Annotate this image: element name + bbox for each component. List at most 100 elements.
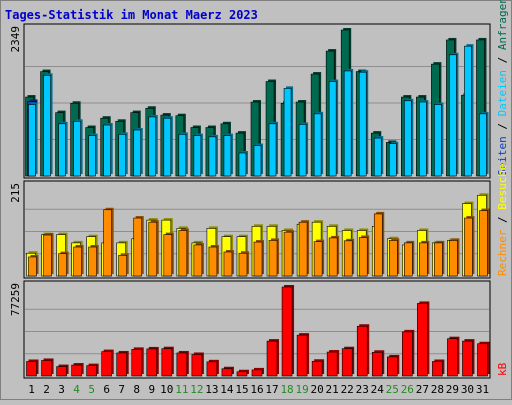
bar-dateien-2 xyxy=(43,73,53,177)
bar-rechner-17 xyxy=(268,238,280,277)
bar-dateien-25 xyxy=(388,141,399,177)
bar-rechner-9-face xyxy=(148,221,158,277)
x-tick-label: 9 xyxy=(148,383,155,396)
panel-3: 77259 kB xyxy=(9,280,509,379)
bar-kb-18-face xyxy=(281,286,293,377)
bar-dateien-6-face xyxy=(103,124,111,177)
x-tick-label: 26 xyxy=(401,383,414,396)
bar-kb-7 xyxy=(116,350,129,377)
bar-kb-10 xyxy=(161,346,174,377)
bar-kb-12-face xyxy=(191,354,203,377)
bar-dateien-29 xyxy=(449,52,459,177)
bar-dateien-8-face xyxy=(133,129,142,177)
bar-dateien-10-face xyxy=(163,117,172,177)
bar-kb-31-face xyxy=(477,343,488,377)
bar-kb-24 xyxy=(371,350,385,377)
bar-kb-14 xyxy=(221,366,234,377)
x-tick-label: 16 xyxy=(250,383,263,396)
bar-rechner-24-face xyxy=(373,213,383,277)
bar-rechner-18 xyxy=(283,230,295,277)
bar-rechner-19 xyxy=(298,220,310,277)
bar-kb-6-face xyxy=(101,351,112,377)
bar-rechner-29 xyxy=(449,238,460,277)
bar-kb-19-face xyxy=(296,334,308,377)
x-tick-label: 23 xyxy=(356,383,369,396)
bar-kb-27 xyxy=(417,301,430,377)
bar-dateien-5-face xyxy=(88,135,96,177)
bar-kb-23 xyxy=(356,324,370,377)
x-tick-label: 5 xyxy=(88,383,95,396)
bar-dateien-8 xyxy=(133,128,143,177)
bar-rechner-8-face xyxy=(133,217,143,277)
panel-3-legend-text: kB xyxy=(496,362,509,376)
bar-rechner-11 xyxy=(178,228,189,277)
bar-dateien-11 xyxy=(178,132,188,177)
x-tick-label: 27 xyxy=(416,383,429,396)
bar-dateien-12-face xyxy=(193,135,202,177)
bar-kb-9-face xyxy=(146,348,158,377)
bar-dateien-21-face xyxy=(328,81,337,177)
bar-kb-5 xyxy=(86,363,99,377)
bar-dateien-7 xyxy=(118,132,128,177)
bar-dateien-13-face xyxy=(208,136,217,177)
panel-2: 215 Rechner / Besuche xyxy=(9,163,509,279)
bar-kb-23-face xyxy=(356,325,368,377)
x-tick-label: 18 xyxy=(280,383,293,396)
bar-rechner-13-face xyxy=(208,246,218,277)
panel-1: 2349 Seiten / Dateien / Anfragen xyxy=(9,0,509,179)
bar-rechner-3-face xyxy=(58,253,67,277)
bar-rechner-28-face xyxy=(434,242,443,277)
bar-rechner-25 xyxy=(388,238,400,277)
x-tick-label: 2 xyxy=(43,383,50,396)
bar-kb-5-face xyxy=(86,365,97,377)
bar-dateien-9-face xyxy=(148,116,157,177)
bar-dateien-10 xyxy=(163,116,173,177)
bar-dateien-14-face xyxy=(223,135,232,177)
bar-dateien-17 xyxy=(268,121,279,177)
x-tick-label: 28 xyxy=(431,383,444,396)
x-tick-label: 31 xyxy=(476,383,489,396)
x-tick-label: 15 xyxy=(235,383,248,396)
x-tick-label: 25 xyxy=(386,383,399,396)
bar-rechner-16-face xyxy=(253,241,263,277)
bar-dateien-27 xyxy=(419,100,429,177)
bar-kb-8 xyxy=(131,347,144,377)
x-tick-label: 20 xyxy=(311,383,324,396)
bar-kb-15-face xyxy=(236,371,248,377)
bar-dateien-26-face xyxy=(404,100,412,177)
bar-rechner-6 xyxy=(103,207,114,277)
bar-rechner-15 xyxy=(238,251,249,277)
bar-kb-26-face xyxy=(402,331,413,377)
chart-title: Tages-Statistik im Monat Maerz 2023 xyxy=(5,8,258,22)
bar-dateien-12 xyxy=(193,133,203,177)
bar-rechner-28 xyxy=(434,240,445,277)
bar-dateien-17-face xyxy=(268,123,277,177)
bar-rechner-19-face xyxy=(298,221,308,277)
x-tick-label: 29 xyxy=(446,383,459,396)
x-tick-label: 6 xyxy=(103,383,110,396)
bar-kb-27-face xyxy=(417,303,428,377)
x-tick-label: 12 xyxy=(190,383,203,396)
bar-rechner-21-face xyxy=(328,237,338,277)
bar-rechner-24 xyxy=(373,211,385,277)
bar-rechner-22 xyxy=(343,238,355,277)
bar-kb-16-face xyxy=(251,369,263,377)
bar-kb-15 xyxy=(236,369,249,377)
bar-kb-31 xyxy=(477,341,490,377)
bar-rechner-25-face xyxy=(388,240,398,277)
bar-kb-3 xyxy=(56,364,69,377)
bar-dateien-20-face xyxy=(313,113,322,177)
bar-rechner-10-face xyxy=(163,234,173,277)
x-tick-label: 10 xyxy=(160,383,173,396)
bar-dateien-6 xyxy=(103,123,113,177)
bar-dateien-21 xyxy=(328,79,339,177)
bar-kb-21 xyxy=(326,350,340,377)
bar-kb-10-face xyxy=(161,348,173,377)
bar-rechner-16 xyxy=(253,240,264,277)
bar-rechner-7-face xyxy=(118,255,128,277)
x-tick-label: 11 xyxy=(175,383,188,396)
bar-dateien-4-face xyxy=(73,121,81,177)
bar-kb-28-face xyxy=(432,361,443,377)
panels: 2349 Seiten / Dateien / Anfragen 215 Rechne… xyxy=(9,0,509,379)
